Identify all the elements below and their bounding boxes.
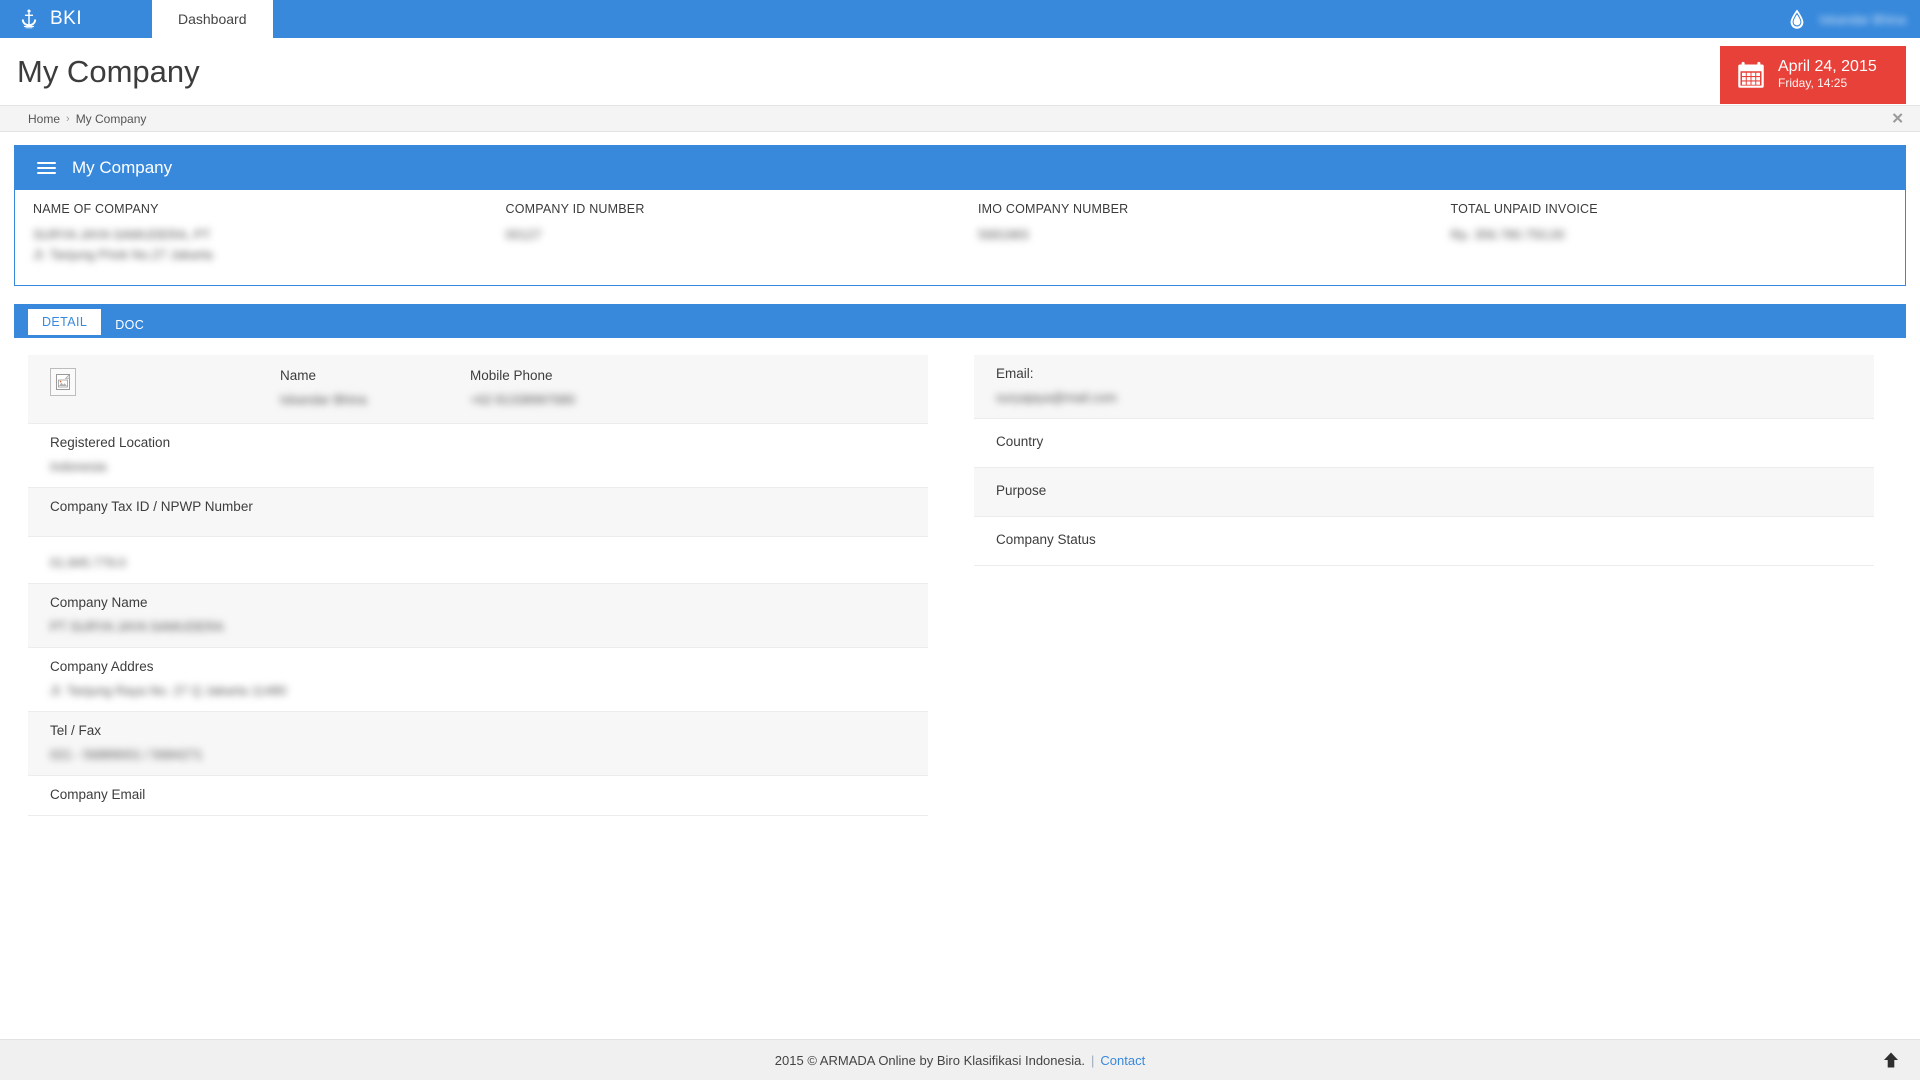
nav-tab-dashboard[interactable]: Dashboard bbox=[152, 0, 273, 38]
page-header: My Company bbox=[0, 38, 1920, 105]
hamburger-icon[interactable] bbox=[37, 162, 56, 174]
person-name-cell: Name Iskandar Bhina bbox=[280, 368, 470, 407]
footer-copyright: 2015 © ARMADA Online by Biro Klasifikasi… bbox=[774, 1052, 1085, 1068]
footer: 2015 © ARMADA Online by Biro Klasifikasi… bbox=[0, 1039, 1920, 1080]
footer-separator: | bbox=[1090, 1052, 1095, 1068]
footer-contact-link[interactable]: Contact bbox=[1100, 1052, 1146, 1068]
info-label: Company Status bbox=[996, 532, 1096, 548]
summary-label: IMO COMPANY NUMBER bbox=[978, 202, 1129, 216]
detail-tabs: DETAIL DOC bbox=[14, 304, 1906, 339]
summary-label: COMPANY ID NUMBER bbox=[505, 202, 645, 216]
company-panel-title: My Company bbox=[72, 158, 173, 177]
info-label: Purpose bbox=[996, 483, 1047, 499]
info-value: Jl. Tanjung Raya No. 27 Q Jakarta 11480 bbox=[50, 683, 287, 699]
person-row: Name Iskandar Bhina Mobile Phone +62 813… bbox=[28, 355, 928, 425]
person-phone-value: +62 81338997680 bbox=[470, 392, 576, 408]
detail-right-column: Email: suryajaya@mail.com Country Purpos… bbox=[974, 355, 1874, 816]
info-label: Tel / Fax bbox=[50, 723, 102, 739]
company-summary-row: NAME OF COMPANY SURYA JAYA SAMUDERA, PT … bbox=[15, 190, 1905, 285]
company-panel-header: My Company bbox=[15, 146, 1905, 190]
page-title: My Company bbox=[17, 53, 200, 89]
info-row: Email: suryajaya@mail.com bbox=[974, 355, 1874, 420]
anchor-crest-icon bbox=[21, 9, 37, 29]
broken-image-icon bbox=[56, 374, 70, 391]
info-row: Company Addres Jl. Tanjung Raya No. 27 Q… bbox=[28, 648, 928, 713]
detail-left-column: Name Iskandar Bhina Mobile Phone +62 813… bbox=[28, 355, 928, 817]
info-row: Country bbox=[974, 419, 1874, 469]
info-label: Company Name bbox=[50, 595, 148, 611]
date-widget-text: April 24, 2015 Friday, 14:25 bbox=[1778, 58, 1877, 92]
info-row: Registered Location Indonesia bbox=[28, 424, 928, 489]
date-widget: April 24, 2015 Friday, 14:25 bbox=[1720, 46, 1906, 104]
calendar-icon bbox=[1738, 61, 1764, 88]
avatar[interactable] bbox=[50, 368, 76, 397]
info-value: suryajaya@mail.com bbox=[996, 390, 1117, 406]
summary-value: Rp. 356.780.750,00 bbox=[1450, 227, 1565, 242]
info-row: 01.845.779.0 bbox=[28, 537, 928, 585]
avatar-cell bbox=[50, 368, 280, 397]
info-value: PT SURYA JAYA SAMUDERA bbox=[50, 619, 224, 635]
time-value: Friday, 14:25 bbox=[1778, 76, 1848, 91]
company-summary-panel: My Company NAME OF COMPANY SURYA JAYA SA… bbox=[14, 145, 1906, 287]
breadcrumb-home[interactable]: Home bbox=[28, 111, 61, 126]
info-row: Company Status bbox=[974, 517, 1874, 567]
arrow-up-icon[interactable] bbox=[1882, 1051, 1900, 1069]
info-row: Company Email bbox=[28, 776, 928, 817]
info-value: 021 - 56889001 / 5684271 bbox=[50, 747, 203, 763]
brand-label: BKI bbox=[50, 8, 83, 29]
close-icon[interactable]: ✕ bbox=[1891, 110, 1904, 127]
summary-cell-company-id-number: COMPANY ID NUMBER 00127 bbox=[488, 202, 961, 265]
person-phone-cell: Mobile Phone +62 81338997680 bbox=[470, 368, 660, 407]
info-label: Country bbox=[996, 434, 1044, 450]
info-label: Company Addres bbox=[50, 659, 154, 675]
summary-cell-imo-company-number: IMO COMPANY NUMBER 5681983 bbox=[960, 202, 1433, 265]
summary-label: NAME OF COMPANY bbox=[33, 202, 159, 216]
person-phone-label: Mobile Phone bbox=[470, 368, 553, 384]
navbar-username: Iskandar Bhina bbox=[1819, 11, 1906, 27]
summary-value: 00127 bbox=[505, 227, 542, 242]
detail-area: Name Iskandar Bhina Mobile Phone +62 813… bbox=[14, 338, 1906, 817]
info-row: Company Tax ID / NPWP Number bbox=[28, 488, 928, 538]
info-value: Indonesia bbox=[50, 459, 107, 475]
info-value: 01.845.779.0 bbox=[50, 555, 126, 571]
person-name-value: Iskandar Bhina bbox=[280, 392, 367, 408]
info-label: Company Email bbox=[50, 787, 146, 803]
info-row: Company Name PT SURYA JAYA SAMUDERA bbox=[28, 584, 928, 649]
person-name-label: Name bbox=[280, 368, 317, 384]
summary-value: 5681983 bbox=[978, 227, 1029, 242]
summary-cell-name-of-company: NAME OF COMPANY SURYA JAYA SAMUDERA, PT … bbox=[15, 202, 488, 265]
main-content: My Company NAME OF COMPANY SURYA JAYA SA… bbox=[0, 132, 1920, 817]
breadcrumb: Home › My Company ✕ bbox=[0, 105, 1920, 132]
top-navbar: BKI Dashboard Iskandar Bhina bbox=[0, 0, 1920, 38]
summary-cell-total-unpaid-invoice: TOTAL UNPAID INVOICE Rp. 356.780.750,00 bbox=[1433, 202, 1906, 265]
brand[interactable]: BKI bbox=[0, 0, 152, 38]
breadcrumb-current: My Company bbox=[75, 111, 147, 126]
info-label: Company Tax ID / NPWP Number bbox=[50, 499, 253, 515]
tab-detail[interactable]: DETAIL bbox=[28, 309, 102, 336]
user-droplet-icon bbox=[1790, 9, 1804, 29]
summary-label: TOTAL UNPAID INVOICE bbox=[1450, 202, 1598, 216]
info-label: Registered Location bbox=[50, 435, 171, 451]
date-value: April 24, 2015 bbox=[1778, 58, 1877, 75]
tab-doc[interactable]: DOC bbox=[115, 318, 145, 333]
navbar-user-area[interactable]: Iskandar Bhina bbox=[1789, 0, 1906, 38]
info-label: Email: bbox=[996, 366, 1034, 382]
breadcrumb-separator-icon: › bbox=[66, 112, 70, 125]
info-row: Purpose bbox=[974, 468, 1874, 518]
summary-value: SURYA JAYA SAMUDERA, PT Jl. Tanjung Prio… bbox=[33, 227, 213, 263]
info-row: Tel / Fax 021 - 56889001 / 5684271 bbox=[28, 712, 928, 777]
